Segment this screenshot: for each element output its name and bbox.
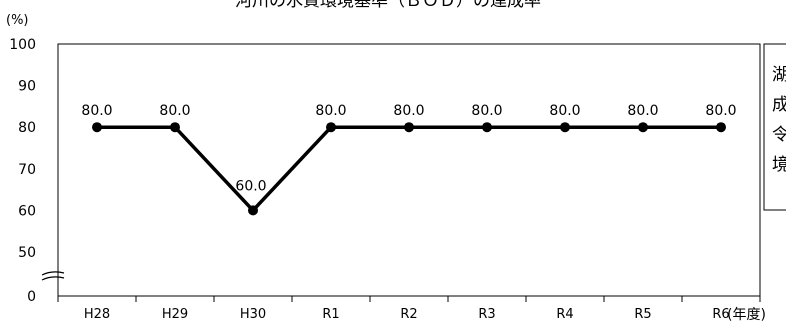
y-tick-label: 50 xyxy=(18,245,36,261)
data-point xyxy=(404,122,414,133)
data-point xyxy=(170,122,180,133)
y-axis-unit: (%) xyxy=(6,13,29,28)
data-point xyxy=(326,122,336,133)
y-tick-label: 0 xyxy=(27,289,36,305)
data-point xyxy=(716,122,726,133)
y-tick-label: 70 xyxy=(18,162,36,178)
data-label: 60.0 xyxy=(235,178,266,194)
side-note-char: 令 xyxy=(772,125,786,145)
side-note-char: 成 xyxy=(772,95,786,115)
data-label: 80.0 xyxy=(549,103,580,119)
data-point xyxy=(638,122,648,133)
series-line xyxy=(97,125,721,213)
data-point xyxy=(482,122,492,133)
x-tick-label: R4 xyxy=(556,307,573,322)
data-label: 80.0 xyxy=(81,103,112,119)
y-tick-label: 80 xyxy=(18,120,36,136)
data-point xyxy=(560,122,570,133)
data-point xyxy=(92,122,102,133)
data-label: 80.0 xyxy=(315,103,346,119)
data-label: 80.0 xyxy=(159,103,190,119)
side-note-char: 湖 xyxy=(772,65,786,85)
data-label: 80.0 xyxy=(393,103,424,119)
side-note-char: 境 xyxy=(772,155,786,175)
x-tick-label: R5 xyxy=(634,307,651,322)
data-label: 80.0 xyxy=(627,103,658,119)
x-axis-unit: (年度) xyxy=(727,307,766,323)
data-point xyxy=(248,205,258,216)
data-label: 80.0 xyxy=(705,103,736,119)
data-label: 80.0 xyxy=(471,103,502,119)
chart-title: 河川の水質環境基準（ＢＯＤ）の達成率 xyxy=(235,0,541,11)
y-tick-label: 90 xyxy=(18,79,36,95)
x-tick-label: R6 xyxy=(712,307,729,322)
x-tick-label: R3 xyxy=(478,307,495,322)
x-tick-label: R1 xyxy=(322,307,339,322)
x-tick-label: H28 xyxy=(84,307,110,322)
x-tick-label: R2 xyxy=(400,307,417,322)
plot-area xyxy=(57,43,761,297)
x-tick-label: H29 xyxy=(162,307,188,322)
y-tick-label: 60 xyxy=(18,203,36,219)
axis-break-mark xyxy=(41,271,65,281)
x-tick-label: H30 xyxy=(240,307,266,322)
y-tick-label: 100 xyxy=(9,37,36,53)
